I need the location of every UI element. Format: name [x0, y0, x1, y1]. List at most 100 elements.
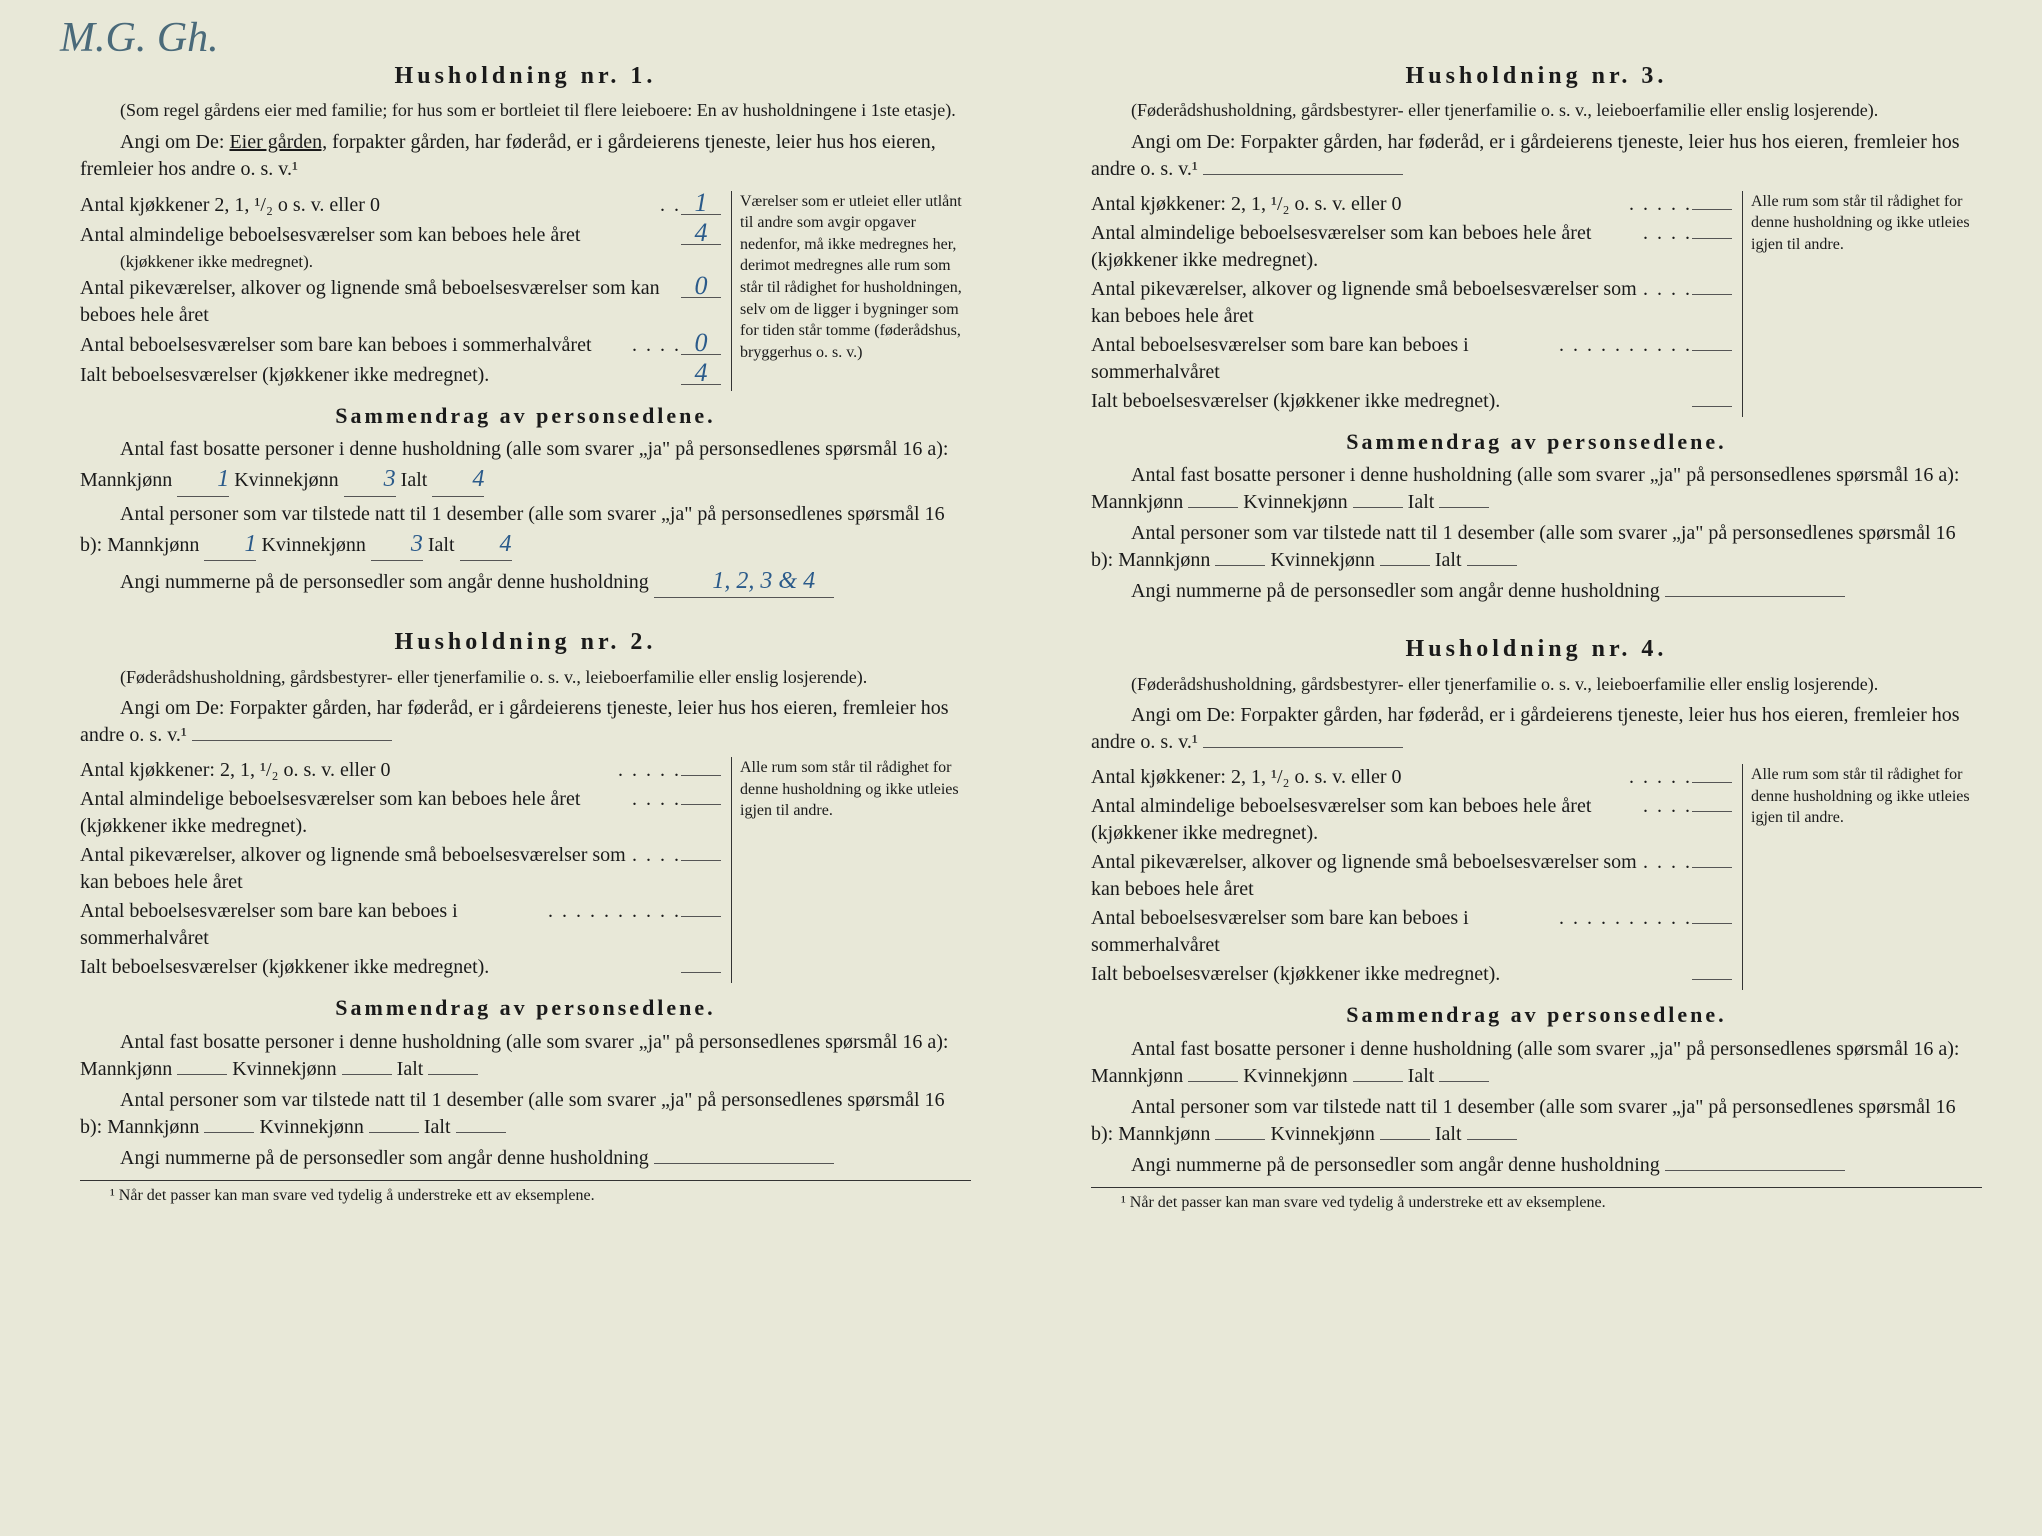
h4-regular-val	[1692, 811, 1732, 812]
census-form-spread: M.G. Gh. Husholdning nr. 1. (Som regel g…	[30, 40, 2012, 1496]
h4-small-val	[1692, 867, 1732, 868]
h3-nummer-lbl: Angi nummerne på de personsedler som ang…	[1131, 580, 1660, 602]
h2-total-val	[681, 972, 721, 973]
h3-small-label: Antal pikeværelser, alkover og lignende …	[1091, 276, 1643, 330]
h1-16a: Antal fast bosatte personer i denne hush…	[80, 436, 971, 496]
h1-kvinne-b: 3	[371, 528, 423, 561]
h3-kvinne-b	[1380, 565, 1430, 566]
h4-nummer-lbl: Angi nummerne på de personsedler som ang…	[1131, 1154, 1660, 1176]
h4-nummer-val	[1665, 1170, 1845, 1171]
h2-mann-a	[177, 1074, 227, 1075]
h1-rooms-left: Antal kjøkkener 2, 1, ¹/₂ o s. v. eller …	[80, 191, 721, 391]
h3-summer-val	[1692, 350, 1732, 351]
h4-subnote: (Føderådshusholdning, gårdsbestyrer- ell…	[1091, 672, 1982, 696]
h3-i-b: Ialt	[1435, 549, 1462, 571]
h1-total-label: Ialt beboelsesværelser (kjøkkener ikke m…	[80, 362, 681, 389]
h2-k-b: Kvinnekjønn	[259, 1116, 363, 1138]
h4-kvinne-b	[1380, 1139, 1430, 1140]
h4-16a-pre: Antal fast bosatte personer i denne hush…	[1091, 1038, 1960, 1087]
right-page: Husholdning nr. 3. (Føderådshusholdning,…	[1041, 40, 2012, 1496]
h2-regular-label: Antal almindelige beboelsesværelser som …	[80, 786, 632, 840]
h2-angi-fill	[192, 740, 392, 741]
h1-small-label: Antal pikeværelser, alkover og lignende …	[80, 275, 681, 329]
h1-mann-a: 1	[177, 463, 229, 496]
h1-ialt-b-lbl: Ialt	[428, 534, 455, 556]
h4-mann-b	[1215, 1139, 1265, 1140]
h2-rooms: Antal kjøkkener: 2, 1, ¹/₂ o. s. v. elle…	[80, 757, 971, 983]
h1-nummer-val: 1, 2, 3 & 4	[654, 565, 834, 598]
h2-mann-b	[204, 1132, 254, 1133]
h3-ialt-b	[1467, 565, 1517, 566]
h3-i-a: Ialt	[1408, 491, 1435, 513]
h1-small-val: 0	[681, 274, 721, 298]
h3-title: Husholdning nr. 3.	[1091, 60, 1982, 92]
h3-nummer-val	[1665, 596, 1845, 597]
h3-ialt-a	[1439, 507, 1489, 508]
h4-angi-fill	[1203, 747, 1403, 748]
h4-summer-val	[1692, 923, 1732, 924]
h2-16a-pre: Antal fast bosatte personer i denne hush…	[80, 1031, 949, 1080]
h1-kvinne-a: 3	[344, 463, 396, 496]
h2-nummer-lbl: Angi nummerne på de personsedler som ang…	[120, 1147, 649, 1169]
h2-16b-pre: Antal personer som var tilstede natt til…	[80, 1089, 945, 1138]
h3-regular-label: Antal almindelige beboelsesværelser som …	[1091, 220, 1643, 274]
h1-ialt-b: 4	[460, 528, 512, 561]
h4-ialt-b	[1467, 1139, 1517, 1140]
h1-nummer-lbl: Angi nummerne på de personsedler som ang…	[120, 571, 649, 593]
h4-angi-text: Angi om De: Forpakter gården, har føderå…	[1091, 704, 1960, 753]
h2-kvinne-b	[369, 1132, 419, 1133]
h3-k-a: Kvinnekjønn	[1243, 491, 1347, 513]
h3-kitchen-val	[1692, 209, 1732, 210]
h2-kvinne-a	[342, 1074, 392, 1075]
h4-i-a: Ialt	[1408, 1065, 1435, 1087]
h3-k-b: Kvinnekjønn	[1270, 549, 1374, 571]
h3-subnote: (Føderådshusholdning, gårdsbestyrer- ell…	[1091, 98, 1982, 122]
h1-angi: Angi om De: Eier gården, forpakter gårde…	[80, 129, 971, 183]
h4-small-label: Antal pikeværelser, alkover og lignende …	[1091, 849, 1643, 903]
h4-mann-a	[1188, 1081, 1238, 1082]
h1-kvinne-b-lbl: Kvinnekjønn	[261, 534, 365, 556]
household-2: Husholdning nr. 2. (Føderådshusholdning,…	[80, 626, 971, 1206]
h2-summer-val	[681, 916, 721, 917]
h1-angi-pre: Angi om De:	[120, 131, 229, 153]
h2-angi-text: Angi om De: Forpakter gården, har føderå…	[80, 697, 949, 746]
h1-regular-sub: (kjøkkener ikke medregnet).	[120, 251, 721, 274]
h2-k-a: Kvinnekjønn	[232, 1058, 336, 1080]
h1-summer-val: 0	[681, 331, 721, 355]
h2-ialt-a	[428, 1074, 478, 1075]
h1-brace-note: Værelser som er utleiet eller utlånt til…	[731, 191, 971, 391]
h1-sum-title: Sammendrag av personsedlene.	[80, 401, 971, 431]
h2-nummer-val	[654, 1163, 834, 1164]
h1-kitchen-label: Antal kjøkkener 2, 1, ¹/₂ o s. v. eller …	[80, 192, 660, 219]
household-1: Husholdning nr. 1. (Som regel gårdens ei…	[80, 60, 971, 598]
h3-mann-b	[1215, 565, 1265, 566]
h4-total-val	[1692, 979, 1732, 980]
h1-subnote: (Som regel gårdens eier med familie; for…	[80, 98, 971, 122]
h2-summer-label: Antal beboelsesværelser som bare kan beb…	[80, 898, 548, 952]
h3-16b-pre: Antal personer som var tilstede natt til…	[1091, 522, 1956, 571]
h2-kitchen-label: Antal kjøkkener: 2, 1, ¹/₂ o. s. v. elle…	[80, 757, 618, 784]
h4-kitchen-label: Antal kjøkkener: 2, 1, ¹/₂ o. s. v. elle…	[1091, 764, 1629, 791]
h3-16a-pre: Antal fast bosatte personer i denne hush…	[1091, 464, 1960, 513]
h2-subnote: (Føderådshusholdning, gårdsbestyrer- ell…	[80, 665, 971, 689]
h4-regular-label: Antal almindelige beboelsesværelser som …	[1091, 793, 1643, 847]
h3-total-label: Ialt beboelsesværelser (kjøkkener ikke m…	[1091, 388, 1692, 415]
h2-title: Husholdning nr. 2.	[80, 626, 971, 658]
h1-kitchen-val: 1	[681, 191, 721, 215]
left-page: M.G. Gh. Husholdning nr. 1. (Som regel g…	[30, 40, 1001, 1496]
h4-k-b: Kvinnekjønn	[1270, 1123, 1374, 1145]
h1-rooms: Antal kjøkkener 2, 1, ¹/₂ o s. v. eller …	[80, 191, 971, 391]
h3-total-val	[1692, 406, 1732, 407]
h1-angi-underlined: Eier gården,	[229, 131, 327, 153]
h1-16b: Antal personer som var tilstede natt til…	[80, 501, 971, 561]
footnote-left: ¹ Når det passer kan man svare ved tydel…	[80, 1180, 971, 1207]
h3-mann-a	[1188, 507, 1238, 508]
h3-sum-title: Sammendrag av personsedlene.	[1091, 427, 1982, 457]
h1-nummer: Angi nummerne på de personsedler som ang…	[80, 565, 971, 598]
h1-ialt-a-lbl: Ialt	[401, 469, 428, 491]
h4-i-b: Ialt	[1435, 1123, 1462, 1145]
h1-regular-label: Antal almindelige beboelsesværelser som …	[80, 222, 681, 249]
h2-ialt-b	[456, 1132, 506, 1133]
h2-sum-title: Sammendrag av personsedlene.	[80, 993, 971, 1023]
h2-small-val	[681, 860, 721, 861]
